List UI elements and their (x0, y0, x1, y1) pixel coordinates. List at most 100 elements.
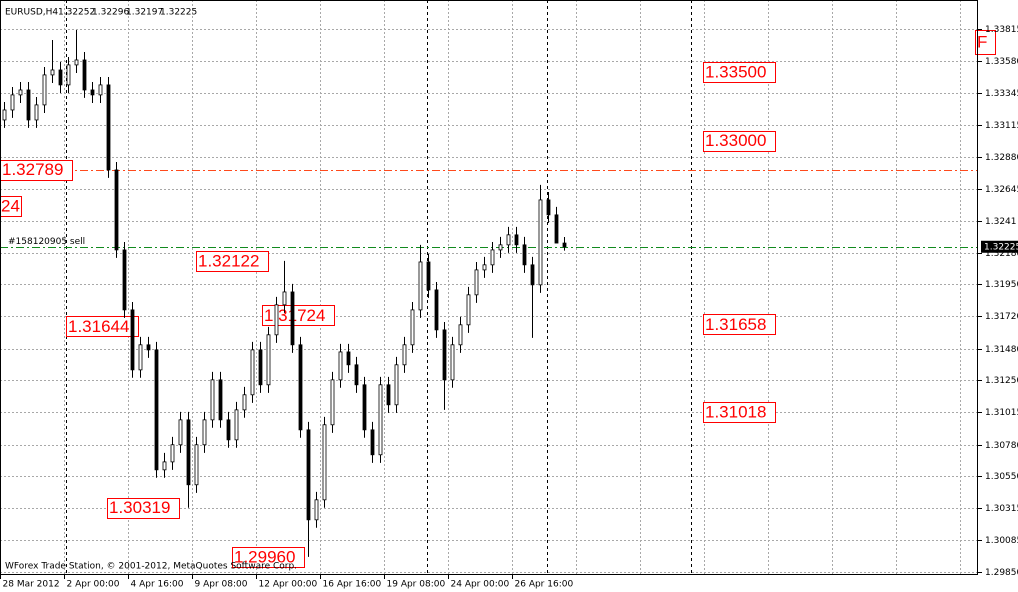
y-tick-label: 1.30085 (985, 536, 1018, 546)
annotation-box (107, 498, 180, 519)
candle-body (514, 234, 519, 246)
candle-body (242, 394, 247, 411)
candle-body (330, 379, 335, 426)
candle-body (554, 214, 559, 244)
candle-body (498, 244, 503, 251)
candle-body (474, 269, 479, 296)
annotation-fragment: 24 (1, 196, 20, 215)
candle-body (322, 424, 327, 501)
candle-body (42, 74, 47, 106)
y-tick-label: 1.31015 (985, 408, 1018, 418)
annotation-label: 1.31018 (705, 403, 766, 422)
candle-body (218, 379, 223, 421)
candle-body (426, 261, 431, 291)
candle-body (362, 384, 367, 431)
candle-body (314, 499, 319, 521)
candle-body (10, 94, 15, 111)
annotation-label: 1.32122 (198, 251, 259, 270)
candle-body (194, 444, 199, 486)
candle-body (226, 419, 231, 441)
candle-body (146, 344, 151, 351)
candle-body (394, 364, 399, 406)
footer: WForex Trade Station, © 2001-2012, MetaQ… (5, 562, 297, 572)
candle-body (202, 419, 207, 446)
candle-body (466, 294, 471, 326)
annotation-label: 1.31658 (705, 315, 766, 334)
symbol: EURUSD,H4 (5, 8, 58, 18)
annotation-box (703, 314, 776, 335)
y-tick-label: 1.31480 (985, 345, 1018, 355)
annotation-label: 1.33500 (705, 63, 766, 82)
candle-body (490, 249, 495, 266)
y-tick-label: 1.33580 (985, 57, 1018, 67)
candle-body (410, 309, 415, 346)
candle-body (306, 429, 311, 521)
annotation-label: 1.31724 (264, 306, 325, 325)
candle-body (90, 89, 95, 96)
candle-body (178, 419, 183, 446)
candle-body (186, 419, 191, 486)
annotation-box (703, 402, 776, 423)
candle-body (58, 69, 63, 86)
annotation-box (262, 305, 335, 326)
x-tick-label: 12 Apr 00:00 (259, 580, 318, 590)
candle-body (170, 444, 175, 463)
candle-body (538, 199, 543, 286)
y-tick-label: 1.30780 (985, 441, 1018, 451)
candle-body (546, 199, 551, 216)
candle-body (154, 349, 159, 471)
candle-body (130, 309, 135, 371)
x-tick-label: 24 Apr 00:00 (451, 580, 510, 590)
y-tick-label: 1.31250 (985, 376, 1018, 386)
quote-value: 1.32252 (58, 8, 95, 18)
candle-body (402, 344, 407, 366)
candle-body (74, 59, 79, 66)
candle-body (562, 242, 567, 248)
x-tick-label: 26 Apr 16:00 (515, 580, 574, 590)
candle-body (386, 384, 391, 406)
candle-body (250, 349, 255, 396)
candle-body (482, 264, 487, 271)
candle-body (82, 59, 87, 91)
candle-body (98, 84, 103, 96)
annotation-box (975, 30, 996, 55)
x-tick-label: 16 Apr 16:00 (323, 580, 382, 590)
candle-body (274, 304, 279, 336)
candle-body (458, 324, 463, 346)
y-tick-label: 1.32180 (985, 249, 1018, 259)
candle-body (26, 89, 31, 121)
candle-body (346, 351, 351, 366)
y-tick-label: 1.32645 (985, 185, 1018, 195)
quote-value: 1.32296 (92, 8, 129, 18)
annotation-label: 1.32789 (2, 160, 63, 179)
annotation-fragment: F (977, 32, 987, 51)
candle-body (114, 169, 119, 251)
annotation-box (0, 196, 22, 217)
candle-body (258, 349, 263, 386)
y-tick-label: 1.31950 (985, 280, 1018, 290)
annotation-box (703, 131, 776, 152)
candle-body (506, 234, 511, 246)
candle-body (434, 289, 439, 331)
candle-body (18, 89, 23, 96)
candle-body (138, 344, 143, 371)
grid (0, 0, 978, 575)
candle-body (162, 461, 167, 471)
candle-body (2, 109, 7, 121)
candle-body (354, 364, 359, 386)
x-tick-label: 19 Apr 08:00 (387, 580, 446, 590)
candle-body (442, 329, 447, 381)
candle-body (298, 344, 303, 431)
candle-body (34, 104, 39, 121)
quote-value: 1.32197 (126, 8, 163, 18)
y-tick-label: 1.32880 (985, 153, 1018, 163)
y-tick-label: 1.29850 (985, 568, 1018, 578)
y-tick-label: 1.33115 (985, 121, 1018, 131)
y-tick-label: 1.31720 (985, 312, 1018, 322)
candle-body (106, 84, 111, 171)
candle-body (378, 384, 383, 456)
annotations: 1.33500 1.33000 1.31658 1.31018 1.32789 1.321… (0, 30, 996, 568)
annotation-label: 1.30319 (109, 498, 170, 517)
y-tick-label: 1.30315 (985, 504, 1018, 514)
